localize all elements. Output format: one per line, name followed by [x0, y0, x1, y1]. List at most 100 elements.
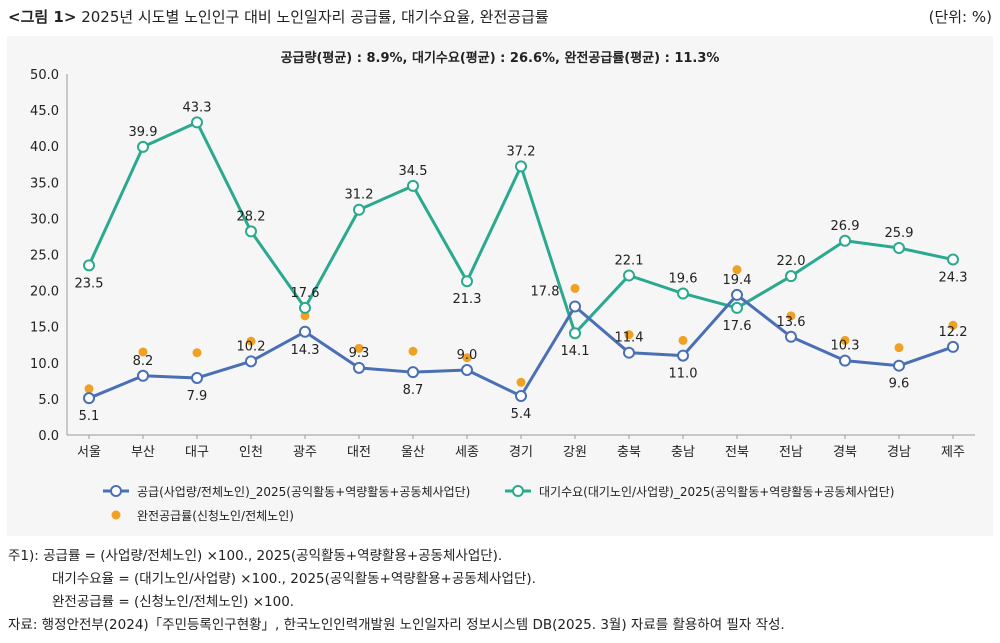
demand-data-label: 43.3	[183, 100, 212, 115]
supply-point	[83, 392, 95, 405]
x-tick-label: 대전	[347, 445, 371, 460]
note-supply-rate: 주1): 공급률 = (사업량/전체노인) ×100., 2025(공익활동+역…	[8, 548, 503, 564]
full-supply-point	[462, 353, 472, 363]
legend-demand-label: 대기수요(대기노인/사업량)_2025(공익활동+역량활동+공동체사업단)	[539, 485, 894, 499]
demand-data-label: 17.6	[723, 319, 752, 334]
demand-point	[785, 270, 797, 283]
full-supply-point	[246, 336, 256, 346]
supply-point	[893, 359, 905, 372]
supply-data-label: 9.3	[349, 346, 370, 361]
supply-point	[677, 349, 689, 362]
chart-subtitle: 공급량(평균) : 8.9%, 대기수요(평균) : 26.6%, 완전공급률(…	[281, 50, 720, 66]
demand-data-label: 25.9	[885, 226, 914, 241]
x-tick-label: 전북	[725, 445, 749, 460]
demand-data-label: 21.3	[453, 292, 482, 307]
supply-data-label: 5.4	[511, 407, 532, 422]
full-supply-point	[516, 377, 526, 387]
demand-data-label: 22.1	[615, 253, 644, 268]
x-tick-label: 강원	[563, 445, 587, 460]
y-tick-label: 40.0	[30, 140, 59, 155]
x-tick-label: 대구	[185, 445, 209, 460]
full-supply-point	[408, 346, 418, 356]
supply-point	[515, 390, 527, 403]
x-tick-label: 서울	[77, 445, 101, 460]
note-demand-rate: 대기수요율 = (대기노인/사업량) ×100., 2025(공익활동+역량활용…	[52, 571, 536, 587]
supply-point	[623, 346, 635, 359]
supply-point	[245, 355, 257, 368]
y-tick-label: 50.0	[30, 68, 59, 83]
full-supply-point	[192, 348, 202, 358]
y-tick-label: 15.0	[30, 321, 59, 336]
x-tick-label: 전남	[779, 445, 803, 460]
supply-point	[785, 330, 797, 343]
supply-data-label: 11.0	[669, 367, 698, 382]
full-supply-point	[138, 347, 148, 357]
demand-point	[947, 253, 959, 266]
figure-label: <그림 1>	[8, 8, 77, 26]
supply-data-label: 9.6	[889, 377, 910, 392]
demand-point	[137, 140, 149, 153]
supply-data-label: 19.4	[723, 273, 752, 288]
supply-data-label: 14.3	[291, 343, 320, 358]
supply-data-label: 12.2	[939, 325, 968, 340]
full-supply-point	[948, 320, 958, 330]
note-source: 자료: 행정안전부(2024)「주민등록인구현황」, 한국노인인력개발원 노인일…	[8, 617, 785, 633]
demand-data-label: 17.6	[291, 286, 320, 301]
supply-point	[461, 364, 473, 377]
demand-data-label: 34.5	[399, 164, 428, 179]
demand-point	[83, 259, 95, 272]
supply-point	[569, 300, 581, 313]
legend-demand-swatch-marker	[512, 485, 524, 497]
x-tick-label: 충북	[617, 445, 641, 460]
supply-point	[407, 366, 419, 379]
demand-data-label: 31.2	[345, 188, 374, 203]
supply-point	[839, 354, 851, 367]
full-supply-point	[354, 343, 364, 353]
demand-data-label: 19.6	[669, 271, 698, 286]
demand-point	[731, 301, 743, 314]
figure-header: <그림 1> 2025년 시도별 노인인구 대비 노인일자리 공급률, 대기수요…	[8, 6, 992, 30]
demand-point	[299, 301, 311, 314]
supply-data-label: 17.8	[531, 284, 560, 299]
demand-data-label: 26.9	[831, 219, 860, 234]
full-supply-point	[894, 343, 904, 353]
y-tick-label: 10.0	[30, 357, 59, 372]
supply-data-label: 7.9	[187, 389, 208, 404]
demand-point	[191, 116, 203, 129]
figure-title: <그림 1> 2025년 시도별 노인인구 대비 노인일자리 공급률, 대기수요…	[8, 6, 549, 27]
legend-supply-label: 공급(사업량/전체노인)_2025(공익활동+역량활동+공동체사업단)	[137, 485, 470, 499]
demand-point	[461, 275, 473, 288]
full-supply-point	[624, 330, 634, 340]
demand-point	[677, 287, 689, 300]
supply-data-label: 10.3	[831, 339, 860, 354]
full-supply-point	[570, 283, 580, 293]
demand-point	[515, 160, 527, 173]
y-tick-label: 35.0	[30, 176, 59, 191]
demand-point	[353, 203, 365, 216]
y-tick-label: 5.0	[38, 393, 59, 408]
chart-panel: 공급량(평균) : 8.9%, 대기수요(평균) : 26.6%, 완전공급률(…	[7, 36, 993, 536]
supply-data-label: 10.2	[237, 339, 266, 354]
note-full-supply-rate: 완전공급률 = (신청노인/전체노인) ×100.	[52, 594, 295, 610]
full-supply-point	[300, 311, 310, 321]
full-supply-point	[732, 265, 742, 275]
demand-point	[623, 269, 635, 282]
full-supply-point	[678, 335, 688, 345]
y-tick-label: 45.0	[30, 104, 59, 119]
supply-data-label: 8.7	[403, 383, 424, 398]
legend-full-supply-swatch	[111, 510, 121, 520]
supply-data-label: 8.2	[133, 354, 154, 369]
legend-supply-swatch-marker	[110, 485, 122, 497]
demand-data-label: 24.3	[939, 271, 968, 286]
demand-data-label: 37.2	[507, 144, 536, 159]
demand-point	[407, 179, 419, 192]
x-tick-label: 인천	[239, 445, 263, 460]
x-tick-label: 세종	[455, 445, 479, 460]
unit-label: (단위: %)	[928, 8, 992, 26]
supply-point	[299, 325, 311, 338]
supply-point	[731, 288, 743, 301]
supply-point	[137, 369, 149, 382]
x-tick-label: 경남	[887, 445, 911, 460]
legend-full-supply-label: 완전공급률(신청노인/전체노인)	[137, 509, 294, 523]
demand-data-label: 22.0	[777, 254, 806, 269]
